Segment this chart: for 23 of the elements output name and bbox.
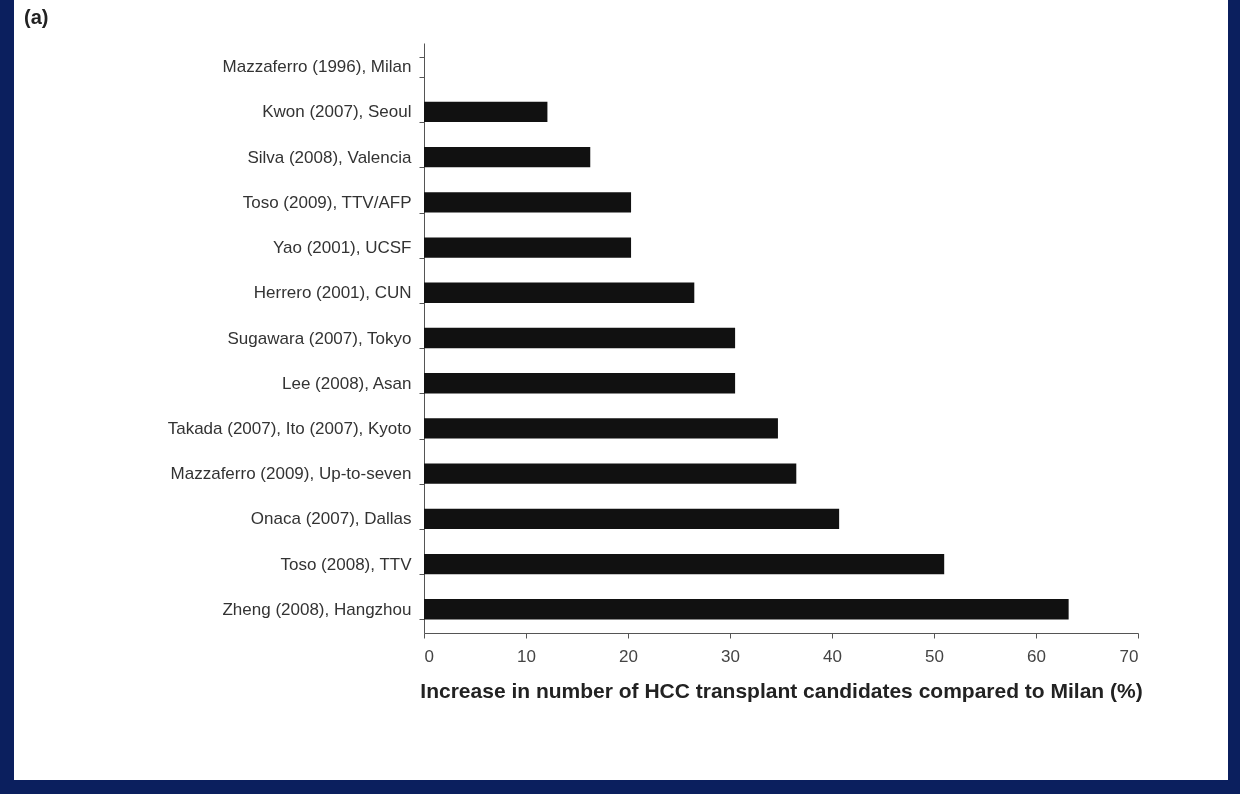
x-axis-title: Increase in number of HCC transplant candidates compared to Milan (%) <box>420 678 1143 702</box>
y-tick-label: Silva (2008), Valencia <box>247 147 413 167</box>
y-tick-label: Yao (2001), UCSF <box>272 238 412 258</box>
y-tick-label: Mazzaferro (2009), Up-to-seven <box>170 464 412 484</box>
y-tick-label: Herrero (2001), CUN <box>253 283 412 303</box>
x-tick-label: 30 <box>721 646 740 666</box>
x-tick-label: 50 <box>925 646 944 666</box>
y-tick-label: Toso (2009), TTV/AFP <box>242 192 412 212</box>
x-tick-label: 20 <box>619 646 638 666</box>
x-tick-label: 40 <box>823 646 842 666</box>
y-tick-label: Onaca (2007), Dallas <box>250 509 412 529</box>
y-tick-label: Takada (2007), Ito (2007), Kyoto <box>167 418 412 438</box>
x-tick-label: 10 <box>517 646 536 666</box>
text: (a) <box>24 6 49 28</box>
x-tick-label: 0 <box>424 646 434 666</box>
y-tick-label: Lee (2008), Asan <box>282 373 412 393</box>
y-tick-label: Mazzaferro (1996), Milan <box>222 57 412 77</box>
x-tick-label: 70 <box>1119 646 1139 666</box>
y-tick-label: Kwon (2007), Seoul <box>262 102 412 122</box>
y-tick-label: Toso (2008), TTV <box>280 554 413 574</box>
y-tick-label: Sugawara (2007), Tokyo <box>227 328 412 348</box>
y-tick-label: Zheng (2008), Hangzhou <box>222 599 412 619</box>
x-tick-label: 60 <box>1027 646 1046 666</box>
